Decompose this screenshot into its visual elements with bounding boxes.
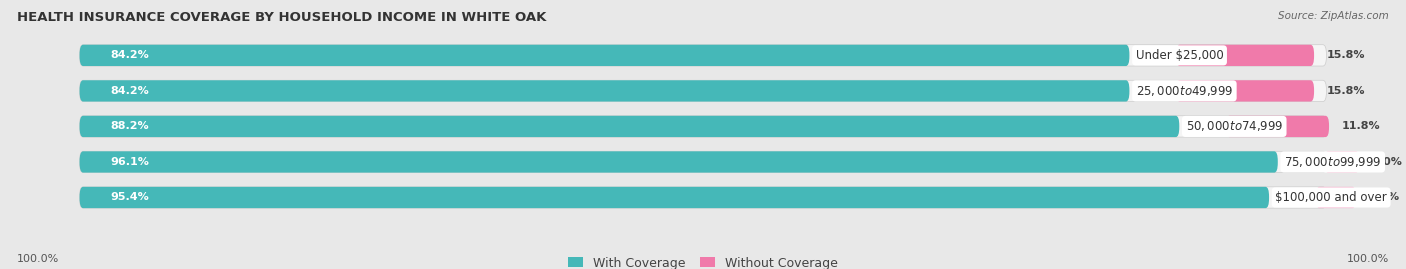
FancyBboxPatch shape — [80, 151, 1326, 173]
Text: 100.0%: 100.0% — [17, 254, 59, 264]
FancyBboxPatch shape — [80, 151, 1278, 173]
FancyBboxPatch shape — [80, 187, 1270, 208]
Text: 15.8%: 15.8% — [1326, 50, 1365, 60]
Text: HEALTH INSURANCE COVERAGE BY HOUSEHOLD INCOME IN WHITE OAK: HEALTH INSURANCE COVERAGE BY HOUSEHOLD I… — [17, 11, 547, 24]
Text: $75,000 to $99,999: $75,000 to $99,999 — [1284, 155, 1382, 169]
Legend: With Coverage, Without Coverage: With Coverage, Without Coverage — [562, 252, 844, 269]
Text: 88.2%: 88.2% — [111, 121, 149, 132]
FancyBboxPatch shape — [80, 45, 1326, 66]
Text: 11.8%: 11.8% — [1341, 121, 1381, 132]
Text: 84.2%: 84.2% — [111, 50, 149, 60]
FancyBboxPatch shape — [1177, 45, 1315, 66]
Text: $50,000 to $74,999: $50,000 to $74,999 — [1185, 119, 1284, 133]
Text: Under $25,000: Under $25,000 — [1136, 49, 1223, 62]
Text: 15.8%: 15.8% — [1326, 86, 1365, 96]
Text: 100.0%: 100.0% — [1347, 254, 1389, 264]
FancyBboxPatch shape — [1316, 187, 1355, 208]
Text: 95.4%: 95.4% — [111, 193, 149, 203]
Text: 4.6%: 4.6% — [1368, 193, 1399, 203]
Text: Source: ZipAtlas.com: Source: ZipAtlas.com — [1278, 11, 1389, 21]
Text: $25,000 to $49,999: $25,000 to $49,999 — [1136, 84, 1233, 98]
FancyBboxPatch shape — [80, 116, 1180, 137]
FancyBboxPatch shape — [80, 116, 1326, 137]
FancyBboxPatch shape — [1226, 116, 1329, 137]
Text: 96.1%: 96.1% — [111, 157, 149, 167]
FancyBboxPatch shape — [1177, 80, 1315, 102]
FancyBboxPatch shape — [1324, 151, 1360, 173]
FancyBboxPatch shape — [80, 187, 1326, 208]
Text: 4.0%: 4.0% — [1372, 157, 1403, 167]
FancyBboxPatch shape — [80, 45, 1129, 66]
Text: $100,000 and over: $100,000 and over — [1275, 191, 1388, 204]
Text: 84.2%: 84.2% — [111, 86, 149, 96]
FancyBboxPatch shape — [80, 80, 1326, 102]
FancyBboxPatch shape — [80, 80, 1129, 102]
